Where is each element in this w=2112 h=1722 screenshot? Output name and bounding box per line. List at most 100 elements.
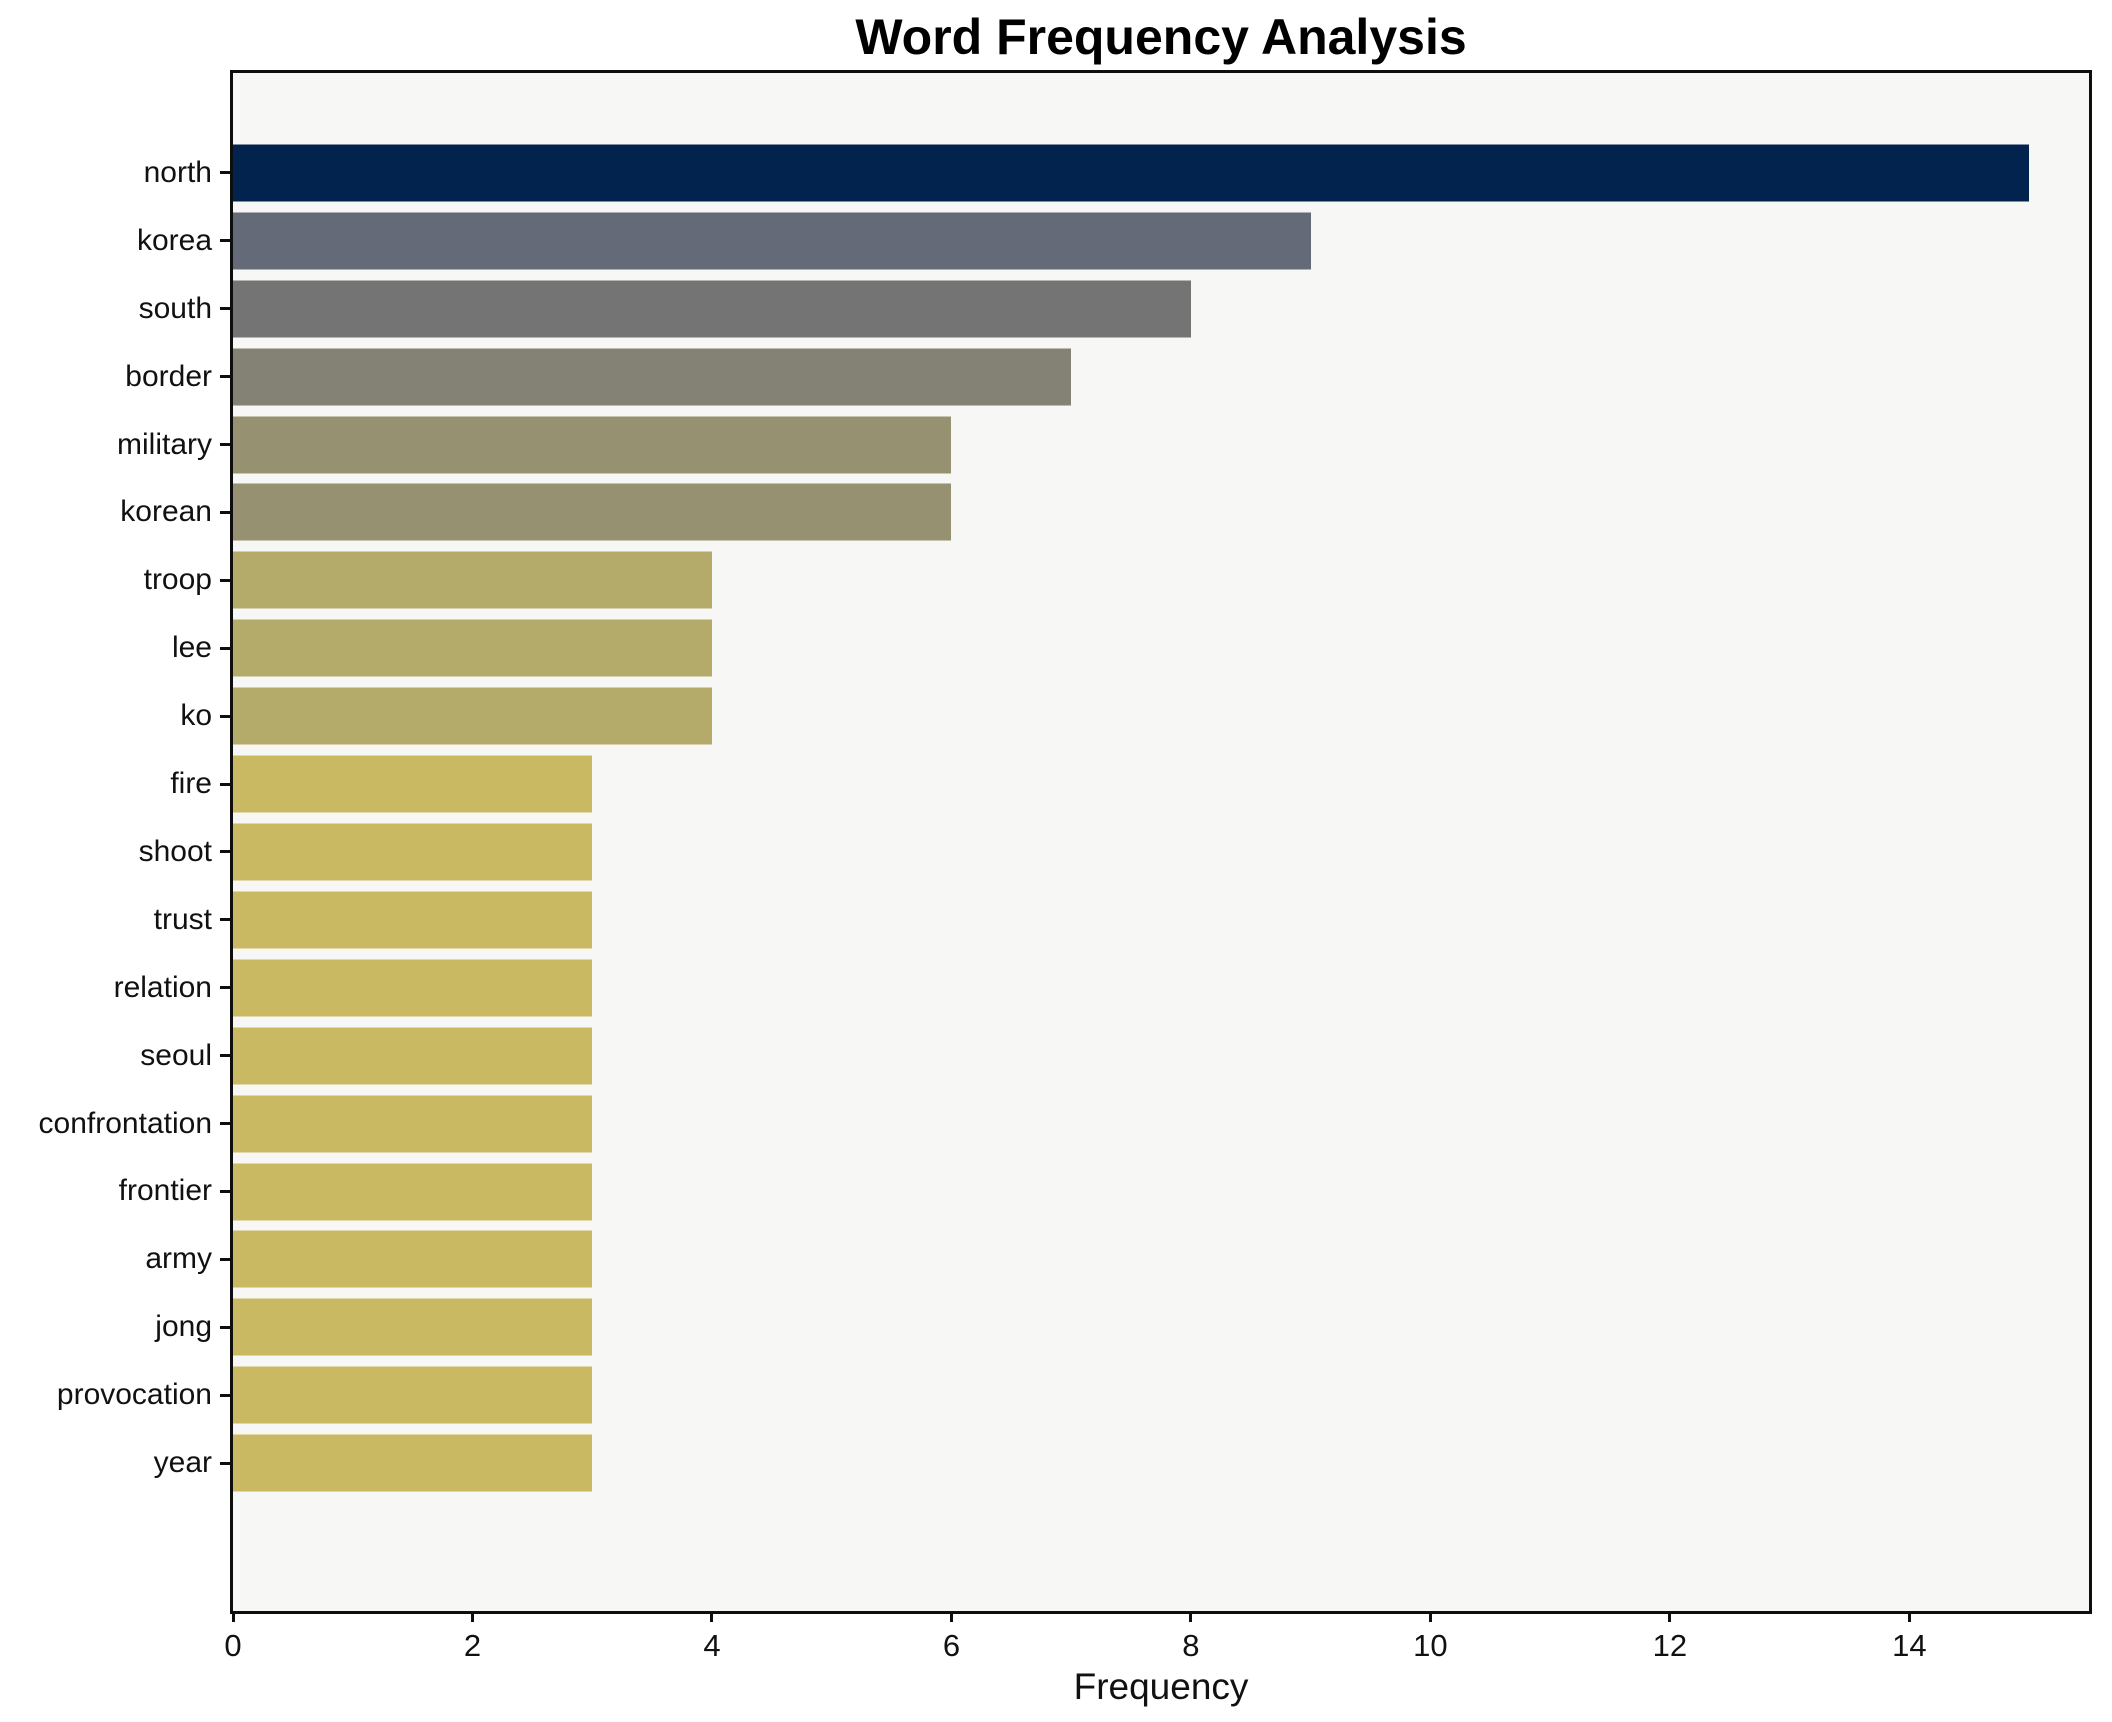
bar-south bbox=[233, 280, 1191, 338]
y-tick bbox=[220, 1325, 230, 1329]
bar-provocation bbox=[233, 1366, 593, 1424]
y-tick bbox=[220, 375, 230, 379]
bar-jong bbox=[233, 1298, 593, 1356]
y-tick bbox=[220, 443, 230, 447]
y-axis-label-military: military bbox=[117, 427, 212, 461]
y-axis-label-confrontation: confrontation bbox=[38, 1106, 212, 1140]
bar-row bbox=[233, 1226, 2089, 1294]
bar-trust bbox=[233, 891, 593, 949]
bar-row bbox=[233, 275, 2089, 343]
bar-row bbox=[233, 546, 2089, 614]
y-axis-label-south: south bbox=[138, 291, 212, 325]
y-tick bbox=[220, 986, 230, 990]
x-tick-label: 10 bbox=[1413, 1628, 1448, 1663]
x-tick bbox=[949, 1611, 953, 1622]
y-tick bbox=[220, 1122, 230, 1126]
y-tick bbox=[220, 782, 230, 786]
bar-fire bbox=[233, 755, 593, 813]
y-tick bbox=[220, 510, 230, 514]
x-axis-title: Frequency bbox=[1073, 1666, 1249, 1707]
y-tick bbox=[220, 1189, 230, 1193]
bar-row bbox=[233, 1293, 2089, 1361]
y-tick bbox=[220, 1054, 230, 1058]
bar-troop bbox=[233, 551, 712, 609]
x-tick-label: 2 bbox=[463, 1628, 482, 1663]
bar-ko bbox=[233, 687, 712, 745]
y-tick bbox=[220, 850, 230, 854]
y-axis-label-korea: korea bbox=[136, 223, 212, 257]
y-axis-label-ko: ko bbox=[180, 699, 212, 733]
x-tick-label: 8 bbox=[1182, 1628, 1200, 1663]
y-axis-label-border: border bbox=[125, 359, 212, 393]
x-tick-label: 0 bbox=[224, 1628, 242, 1663]
bar-row bbox=[233, 886, 2089, 954]
bar-row bbox=[233, 1361, 2089, 1429]
y-axis-label-frontier: frontier bbox=[118, 1174, 212, 1208]
y-axis-label-army: army bbox=[145, 1242, 212, 1276]
bar-lee bbox=[233, 619, 712, 677]
bars-container bbox=[233, 73, 2089, 1611]
bar-north bbox=[233, 144, 2030, 202]
y-axis-label-provocation: provocation bbox=[56, 1378, 212, 1412]
bar-army bbox=[233, 1230, 593, 1288]
bar-row bbox=[233, 479, 2089, 547]
x-tick bbox=[1428, 1611, 1432, 1622]
y-axis-label-seoul: seoul bbox=[140, 1038, 212, 1072]
y-tick bbox=[220, 918, 230, 922]
y-axis-label-relation: relation bbox=[113, 970, 212, 1004]
x-tick bbox=[1668, 1611, 1672, 1622]
y-axis-label-lee: lee bbox=[171, 631, 212, 665]
bar-confrontation bbox=[233, 1095, 593, 1153]
bar-frontier bbox=[233, 1163, 593, 1221]
y-axis-label-shoot: shoot bbox=[138, 834, 212, 868]
x-tick-label: 4 bbox=[703, 1628, 721, 1663]
bar-row bbox=[233, 139, 2089, 207]
bar-korea bbox=[233, 212, 1311, 270]
x-tick-label: 6 bbox=[942, 1628, 961, 1663]
bar-row bbox=[233, 1090, 2089, 1158]
bar-seoul bbox=[233, 1027, 593, 1085]
y-tick bbox=[220, 1393, 230, 1397]
x-tick bbox=[1907, 1611, 1911, 1622]
y-tick bbox=[220, 307, 230, 311]
y-axis-label-korean: korean bbox=[120, 495, 212, 529]
bar-row bbox=[233, 1158, 2089, 1226]
x-tick bbox=[710, 1611, 714, 1622]
y-axis-label-fire: fire bbox=[170, 767, 212, 801]
bar-year bbox=[233, 1434, 593, 1492]
y-tick bbox=[220, 1461, 230, 1465]
bar-row bbox=[233, 207, 2089, 275]
x-tick bbox=[470, 1611, 474, 1622]
bar-row bbox=[233, 818, 2089, 886]
y-tick bbox=[220, 578, 230, 582]
bar-row bbox=[233, 750, 2089, 818]
y-tick bbox=[220, 171, 230, 175]
x-tick bbox=[231, 1611, 235, 1622]
y-axis-label-north: north bbox=[143, 155, 212, 189]
x-tick-label: 14 bbox=[1892, 1628, 1927, 1663]
bar-row bbox=[233, 411, 2089, 479]
bar-row bbox=[233, 1429, 2089, 1497]
y-axis-label-trust: trust bbox=[153, 902, 212, 936]
y-tick bbox=[220, 1257, 230, 1261]
chart-title: Word Frequency Analysis bbox=[855, 9, 1467, 65]
y-tick bbox=[220, 714, 230, 718]
bar-row bbox=[233, 614, 2089, 682]
bar-row bbox=[233, 1022, 2089, 1090]
bar-shoot bbox=[233, 823, 593, 881]
y-tick bbox=[220, 646, 230, 650]
bar-row bbox=[233, 682, 2089, 750]
y-axis-label-troop: troop bbox=[143, 563, 212, 597]
x-tick-label: 12 bbox=[1652, 1628, 1688, 1663]
bar-row bbox=[233, 954, 2089, 1022]
bar-korean bbox=[233, 483, 952, 541]
y-tick bbox=[220, 239, 230, 243]
bar-relation bbox=[233, 959, 593, 1017]
bar-border bbox=[233, 348, 1072, 406]
bar-row bbox=[233, 343, 2089, 411]
bar-military bbox=[233, 416, 952, 474]
y-axis-label-jong: jong bbox=[155, 1310, 212, 1344]
plot-area bbox=[230, 70, 2092, 1614]
x-tick bbox=[1189, 1611, 1193, 1622]
